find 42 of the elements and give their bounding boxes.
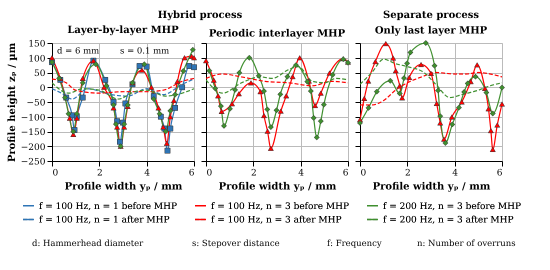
- x-tick-label: 2: [96, 168, 103, 178]
- chart-title: Layer-by-layer MHP: [67, 25, 180, 36]
- x-tick-label: 2: [250, 168, 257, 178]
- x-axis-title: Profile width yₚ / mm: [372, 182, 491, 192]
- y-tick-label: −150: [20, 128, 46, 138]
- annotation: s = 0.1 mm: [120, 46, 170, 56]
- x-tick-label: 4: [144, 168, 150, 178]
- legend-label: f = 100 Hz, n = 1 after MHP: [39, 216, 170, 226]
- y-tick-label: 0: [40, 84, 46, 94]
- legend-label: f = 100 Hz, n = 1 before MHP: [39, 202, 178, 212]
- text: d: Hammerhead diameter: [32, 239, 144, 249]
- y-axis-title: Profile height zₚ / µm: [6, 42, 18, 162]
- text: f: Frequency: [327, 239, 382, 249]
- x-axis-title: Profile width yₚ / mm: [218, 182, 337, 192]
- x-tick-label: 4: [452, 168, 458, 178]
- x-tick-label: 2: [404, 168, 411, 178]
- y-tick-label: −250: [20, 158, 46, 168]
- text: n: Number of overruns: [417, 239, 516, 249]
- annotation: d = 6 mm: [57, 46, 100, 56]
- legend-label: f = 200 Hz, n = 3 after MHP: [383, 216, 514, 226]
- x-tick-label: 0: [206, 168, 212, 178]
- legend-label: f = 200 Hz, n = 3 before MHP: [383, 202, 522, 212]
- chart-title: Only last layer MHP: [374, 25, 488, 36]
- x-tick-label: 0: [52, 168, 58, 178]
- y-tick-label: −50: [26, 98, 46, 108]
- y-tick-label: −100: [20, 113, 46, 124]
- x-tick-label: 6: [342, 168, 349, 178]
- text: Hybrid process: [158, 10, 243, 21]
- x-tick-label: 6: [188, 168, 195, 178]
- x-tick-label: 4: [298, 168, 304, 178]
- y-tick-label: 150: [28, 40, 46, 50]
- text: Separate process: [383, 10, 480, 21]
- chart-title: Periodic interlayer MHP: [208, 28, 346, 40]
- x-axis-title: Profile width yₚ / mm: [64, 182, 183, 192]
- y-tick-label: −200: [20, 142, 46, 153]
- text: s: Stepover distance: [192, 239, 280, 249]
- y-tick-label: 100: [28, 54, 46, 64]
- x-tick-label: 6: [496, 168, 503, 178]
- legend-label: f = 100 Hz, n = 3 before MHP: [211, 202, 350, 212]
- y-tick-label: 50: [34, 69, 46, 79]
- legend-label: f = 100 Hz, n = 3 after MHP: [211, 216, 342, 226]
- x-tick-label: 0: [360, 168, 366, 178]
